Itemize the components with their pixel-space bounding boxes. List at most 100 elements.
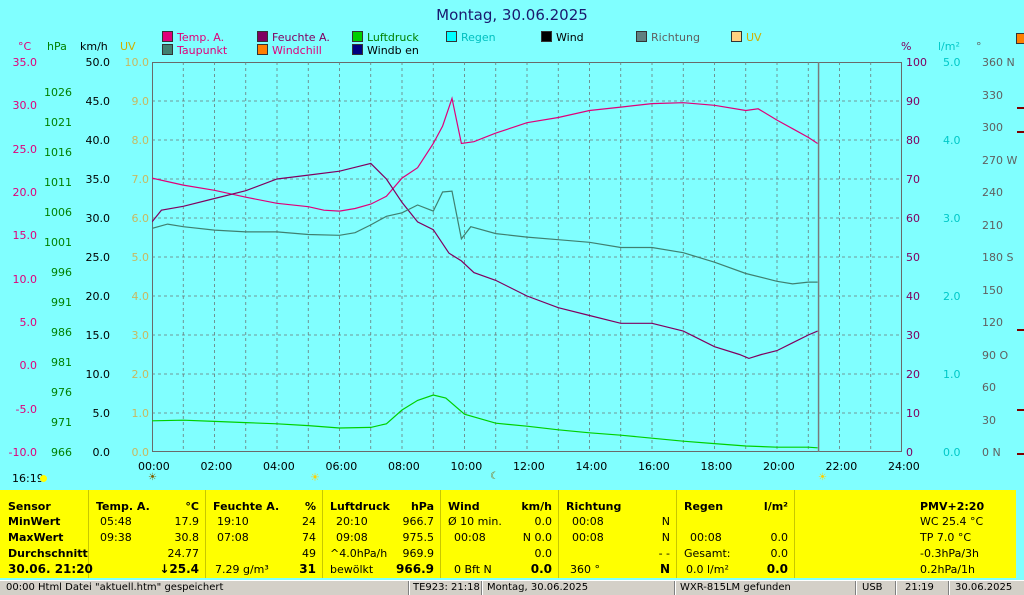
temp-tick-label: 10.0	[12, 272, 38, 286]
wind-min-value: 0.0	[534, 515, 553, 528]
col-humidity: Feuchte A. % 19:10 24 07:08 74 49 7.29 g…	[205, 490, 323, 578]
direction-tick-label: 60	[982, 381, 996, 394]
legend-swatch	[731, 31, 742, 42]
dir-min-time: 00:08	[572, 515, 604, 528]
legend-swatch	[352, 31, 363, 42]
rain-max-time: 00:08	[690, 531, 722, 544]
col-pmv: PMV+2:20 WC 25.4 °C TP 7.0 °C -0.3hPa/3h…	[794, 490, 1016, 578]
pressure-tick-label: 1016	[44, 146, 72, 159]
press-unit: hPa	[410, 500, 434, 513]
wind-tick-label: 35.0	[85, 173, 111, 186]
temp-tick-label: 20.0	[12, 186, 38, 199]
legend-item-gust[interactable]: Windb en	[352, 44, 419, 57]
temp-min-time: 05:48	[100, 515, 132, 528]
legend-label: Luftdruck	[367, 31, 419, 44]
wind-tick-label: 10.0	[85, 368, 111, 381]
stats-table: Sensor MinWert MaxWert Durchschnitt 30.0…	[0, 490, 1016, 578]
legend-item-rain[interactable]: Regen	[446, 31, 496, 44]
legend-item-direction[interactable]: Richtung	[636, 31, 700, 44]
humidity-tick-label: 100	[906, 56, 927, 69]
legend-item-extra[interactable]	[1016, 33, 1024, 44]
hum-header: Feuchte A.	[213, 500, 280, 513]
direction-tick-label: 210	[982, 218, 1003, 232]
hum-max-value: 74	[302, 531, 316, 544]
legend-swatch	[541, 31, 552, 42]
avg-label: Durchschnitt	[8, 547, 88, 560]
time-tick-label: 06:00	[325, 460, 358, 473]
direction-tick-label: 240	[982, 186, 1003, 199]
temp-max-value: 30.8	[174, 531, 200, 544]
col-temp: Temp. A. °C 05:48 17.9 09:38 30.8 24.77 …	[88, 490, 206, 578]
humidity-tick-label: 50	[906, 251, 920, 264]
uv-tick-label: 9.0	[131, 95, 150, 108]
legend-item-uv[interactable]: UV	[731, 31, 762, 44]
humidity-tick-label: 80	[906, 134, 920, 147]
uv-tick-label: 6.0	[131, 212, 150, 225]
hum-abs: 7.29 g/m³	[215, 563, 269, 576]
wind-tick-label: 25.0	[85, 251, 111, 264]
legend-label: UV	[746, 31, 762, 44]
press-avg: 969.9	[402, 547, 435, 560]
temp-tick-label: 30.0	[12, 99, 38, 113]
rain-now: 0.0	[766, 562, 788, 576]
legend-label: Windchill	[272, 44, 322, 57]
direction-tick-label: 150	[982, 283, 1003, 297]
wind-now: 0.0	[530, 562, 552, 576]
chart-title: Montag, 30.06.2025	[436, 6, 588, 24]
wind-tick-label: 20.0	[85, 290, 111, 303]
temp-unit: °C	[185, 500, 199, 513]
wind-tick-label: 5.0	[92, 407, 111, 420]
pressure-tick-label: 976	[51, 386, 72, 399]
hum-avg: 49	[302, 547, 316, 560]
pmv-header: PMV+2:20	[920, 500, 985, 513]
rain-now-value: 0.0 l/m²	[686, 563, 729, 576]
time-tick-label: 16:00	[638, 460, 670, 473]
rain-tick-label: 3.0	[943, 212, 961, 225]
axis-unit-uv: UV	[120, 40, 136, 53]
dir-avg: - -	[658, 547, 670, 560]
legend-item-humidity[interactable]: Feuchte A.	[257, 31, 330, 44]
rain-unit: l/m²	[763, 500, 788, 513]
legend-swatch	[162, 44, 173, 55]
legend-label: Taupunkt	[177, 44, 228, 57]
axis-unit-rain: l/m²	[938, 40, 960, 53]
pressure-tick-label: 1011	[44, 176, 72, 189]
humidity-tick-label: 90	[906, 95, 920, 108]
press-max-value: 975.5	[402, 531, 435, 544]
status-date-short: 30.06.2025	[955, 582, 1013, 593]
legend-swatch	[162, 31, 173, 42]
axis-unit-hpa: hPa	[47, 40, 67, 53]
status-separator	[481, 581, 483, 595]
status-time: 21:19	[905, 582, 934, 593]
legend-item-wind[interactable]: Wind	[541, 31, 584, 44]
dir-max-value: N	[661, 531, 670, 544]
hum-now: 31	[299, 562, 316, 576]
time-tick-label: 14:00	[575, 460, 608, 473]
col-direction: Richtung 00:08 N 00:08 N - - 360 ° N	[558, 490, 677, 578]
legend-item-temp[interactable]: Temp. A.	[162, 31, 224, 44]
legend-label: Windb en	[367, 44, 419, 57]
direction-tick-label: 120	[982, 316, 1003, 329]
legend-item-dewpoint[interactable]: Taupunkt	[162, 44, 227, 57]
press-header: Luftdruck	[330, 500, 390, 513]
min-label: MinWert	[8, 515, 61, 528]
dir-now-value: 360 °	[570, 563, 600, 576]
legend-item-windchill[interactable]: Windchill	[257, 44, 322, 57]
temp-tick-label: 35.0	[12, 56, 38, 69]
rain-tick-label: 5.0	[943, 56, 961, 69]
pressure-tick-label: 1006	[44, 206, 72, 219]
time-marker-icon	[40, 475, 47, 482]
sunrise-icon: ☀	[148, 472, 157, 483]
axis-unit-pct: %	[901, 40, 912, 53]
pressure-tick-label: 986	[51, 326, 72, 339]
temp-avg: 24.77	[167, 547, 200, 560]
uv-tick-label: 5.0	[131, 251, 150, 264]
uv-tick-label: 1.0	[131, 407, 150, 420]
rain-tick-label: 2.0	[943, 290, 961, 303]
temp-header: Temp. A.	[96, 500, 150, 513]
legend-item-pressure[interactable]: Luftdruck	[352, 31, 419, 44]
time-tick-label: 02:00	[200, 460, 233, 473]
status-station: TE923: 21:18	[413, 582, 480, 593]
press-min-value: 966.7	[402, 515, 435, 528]
rain-total-label: Gesamt:	[684, 547, 731, 560]
